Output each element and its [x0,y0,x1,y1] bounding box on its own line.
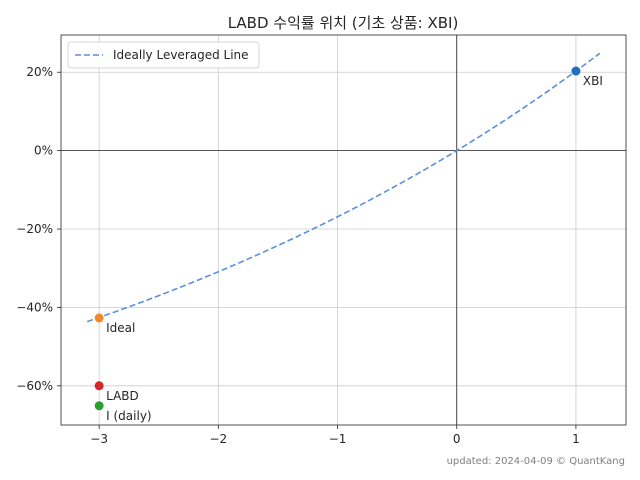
curve-layer [86,52,601,323]
point-xbi [571,66,581,76]
y-tick-label: 0% [34,144,53,158]
point-ideal [94,313,104,323]
point-label-xbi: XBI [583,74,603,88]
legend-label: Ideally Leveraged Line [113,48,249,62]
point-label-ideal: Ideal [106,321,135,335]
x-tick-label: −3 [90,432,108,446]
x-tick-label: −1 [329,432,347,446]
x-tick-label: 0 [453,432,461,446]
point-label-i-daily: I (daily) [106,409,151,423]
y-tick-label: −60% [16,379,53,393]
x-tick-label: 1 [572,432,580,446]
x-tick-label: −2 [209,432,227,446]
point-label-labd: LABD [106,389,139,403]
legend-box [67,41,260,69]
y-axis-ticks: 20% 0% −20% −40% −60% [16,65,61,393]
chart-title: LABD 수익률 위치 (기초 상품: XBI) [228,14,459,32]
legend: Ideally Leveraged Line [67,41,260,69]
y-tick-label: 20% [26,65,53,79]
y-tick-label: −40% [16,300,53,314]
x-axis-ticks: −3 −2 −1 0 1 [90,425,580,446]
plot-frame [60,34,627,426]
y-tick-label: −20% [16,222,53,236]
ideal-leverage-curve [86,52,601,323]
points-layer: XBI Ideal LABD I (daily) [94,66,603,423]
footer-credit: updated: 2024-04-09 © QuantKang [447,456,625,467]
point-labd [94,381,104,391]
point-i-daily [94,401,104,411]
zero-lines [61,35,626,425]
